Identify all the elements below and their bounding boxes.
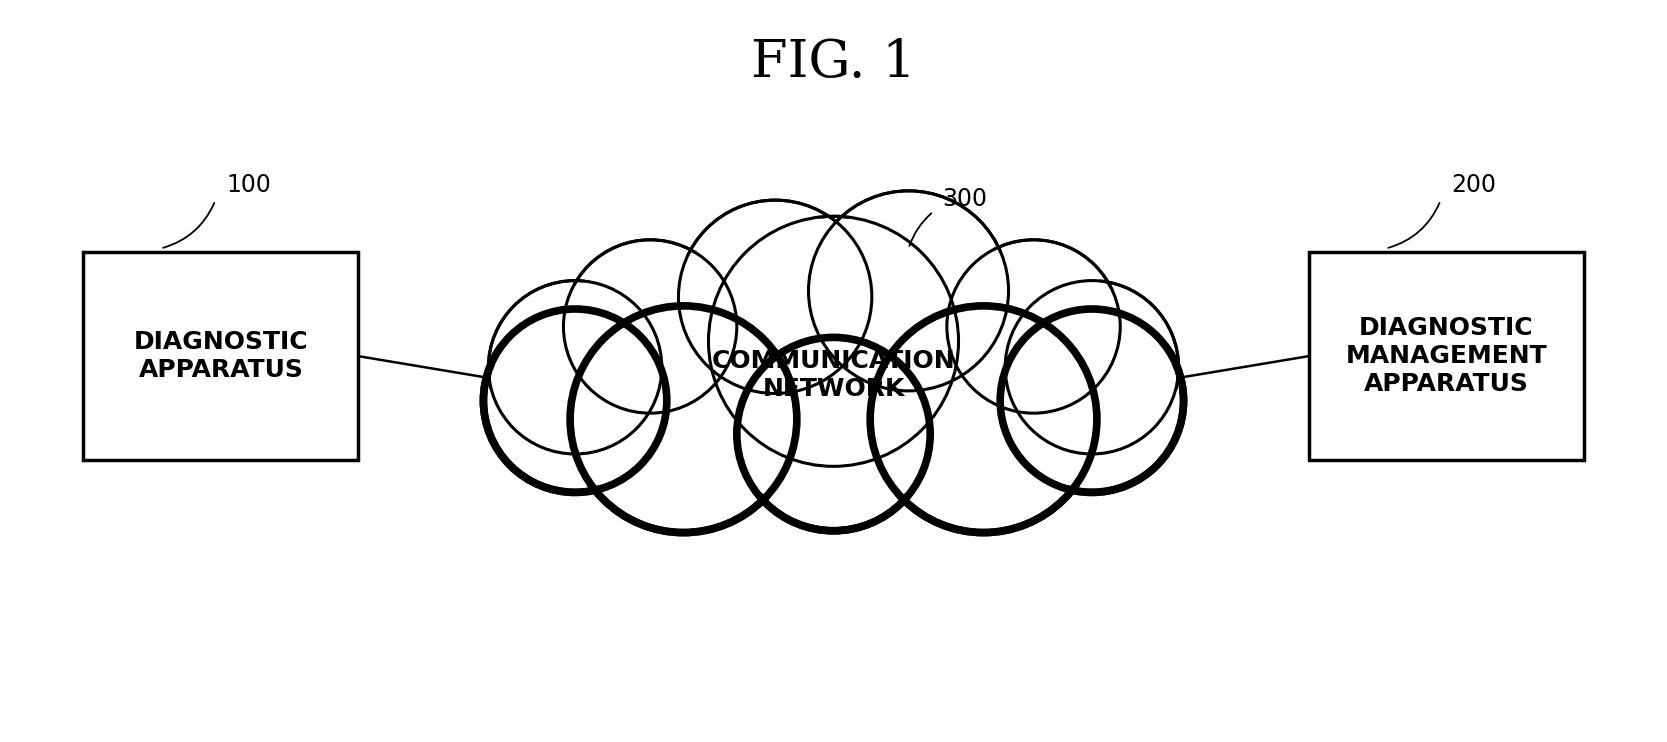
Text: COMMUNICATION
NETWORK: COMMUNICATION NETWORK: [712, 349, 955, 401]
Ellipse shape: [870, 306, 1097, 533]
Ellipse shape: [570, 306, 797, 533]
FancyBboxPatch shape: [1309, 252, 1584, 460]
Ellipse shape: [1012, 287, 1172, 447]
Ellipse shape: [483, 309, 667, 493]
Ellipse shape: [685, 207, 865, 387]
Ellipse shape: [954, 246, 1114, 407]
Ellipse shape: [708, 217, 959, 466]
Ellipse shape: [743, 344, 924, 524]
FancyBboxPatch shape: [83, 252, 358, 460]
Ellipse shape: [715, 223, 952, 460]
Text: FIG. 1: FIG. 1: [752, 37, 915, 88]
Ellipse shape: [488, 280, 662, 454]
Ellipse shape: [678, 200, 872, 393]
Text: 200: 200: [1452, 173, 1497, 197]
Ellipse shape: [1000, 309, 1184, 493]
Ellipse shape: [577, 312, 790, 526]
Ellipse shape: [570, 246, 730, 407]
Ellipse shape: [947, 240, 1120, 413]
Text: DIAGNOSTIC
MANAGEMENT
APPARATUS: DIAGNOSTIC MANAGEMENT APPARATUS: [1345, 316, 1547, 396]
Text: 300: 300: [942, 188, 987, 211]
Text: DIAGNOSTIC
APPARATUS: DIAGNOSTIC APPARATUS: [133, 330, 308, 382]
Ellipse shape: [737, 338, 930, 531]
Ellipse shape: [877, 312, 1090, 526]
Ellipse shape: [495, 287, 655, 447]
Ellipse shape: [1005, 280, 1179, 454]
Ellipse shape: [815, 197, 1002, 384]
Ellipse shape: [563, 240, 737, 413]
Ellipse shape: [490, 315, 660, 486]
Ellipse shape: [1007, 315, 1177, 486]
Ellipse shape: [808, 191, 1009, 391]
Text: 100: 100: [227, 173, 272, 197]
